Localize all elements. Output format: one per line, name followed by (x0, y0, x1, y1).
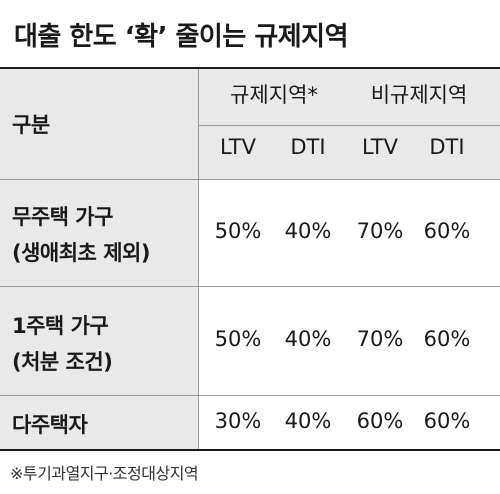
page-title: 대출 한도 ‘확’ 줄이는 규제지역 (14, 22, 349, 52)
table-bottom-rule (0, 449, 500, 451)
title-divider (0, 67, 500, 69)
cell-value: 70% (356, 327, 404, 351)
row-label-line1: 다주택자 (12, 413, 88, 437)
sub-header-dti-unregulated: DTI (429, 135, 465, 159)
column-divider (198, 69, 199, 449)
cell-value: 60% (423, 219, 471, 243)
cell-value: 40% (284, 219, 332, 243)
table-header-row: 구분 규제지역* 비규제지역 LTV DTI LTV DTI (0, 69, 500, 179)
cell-value: 50% (214, 219, 262, 243)
sub-header-dti-regulated: DTI (290, 135, 326, 159)
header-subdivider (198, 125, 500, 126)
sub-header-ltv-regulated: LTV (219, 135, 256, 159)
footnote: ※투기과열지구·조정대상지역 (10, 464, 199, 483)
cell-value: 40% (284, 327, 332, 351)
cell-value: 50% (214, 327, 262, 351)
group-header-unregulated: 비규제지역 (370, 83, 468, 107)
table-row: 다주택자 30% 40% 60% 60% (0, 395, 500, 449)
group-header-regulated: 규제지역* (230, 83, 318, 107)
corner-label: 구분 (12, 113, 50, 137)
row-label-line1: 무주택 가구 (12, 205, 113, 229)
row-label-cell (0, 395, 198, 449)
row-divider (0, 395, 500, 396)
cell-value: 60% (423, 409, 471, 433)
sub-header-ltv-unregulated: LTV (361, 135, 398, 159)
cell-value: 70% (356, 219, 404, 243)
row-divider (0, 179, 500, 180)
row-label-cell (0, 179, 198, 286)
row-divider (0, 286, 500, 287)
row-label-line2: (생애최초 제외) (12, 241, 150, 265)
cell-value: 30% (214, 409, 262, 433)
table-row: 무주택 가구 (생애최초 제외) 50% 40% 70% 60% (0, 179, 500, 286)
table-row: 1주택 가구 (처분 조건) 50% 40% 70% 60% (0, 286, 500, 395)
cell-value: 60% (423, 327, 471, 351)
row-label-line1: 1주택 가구 (12, 314, 109, 338)
cell-value: 60% (356, 409, 404, 433)
cell-value: 40% (284, 409, 332, 433)
row-label-line2: (처분 조건) (12, 350, 113, 374)
row-label-cell (0, 286, 198, 395)
